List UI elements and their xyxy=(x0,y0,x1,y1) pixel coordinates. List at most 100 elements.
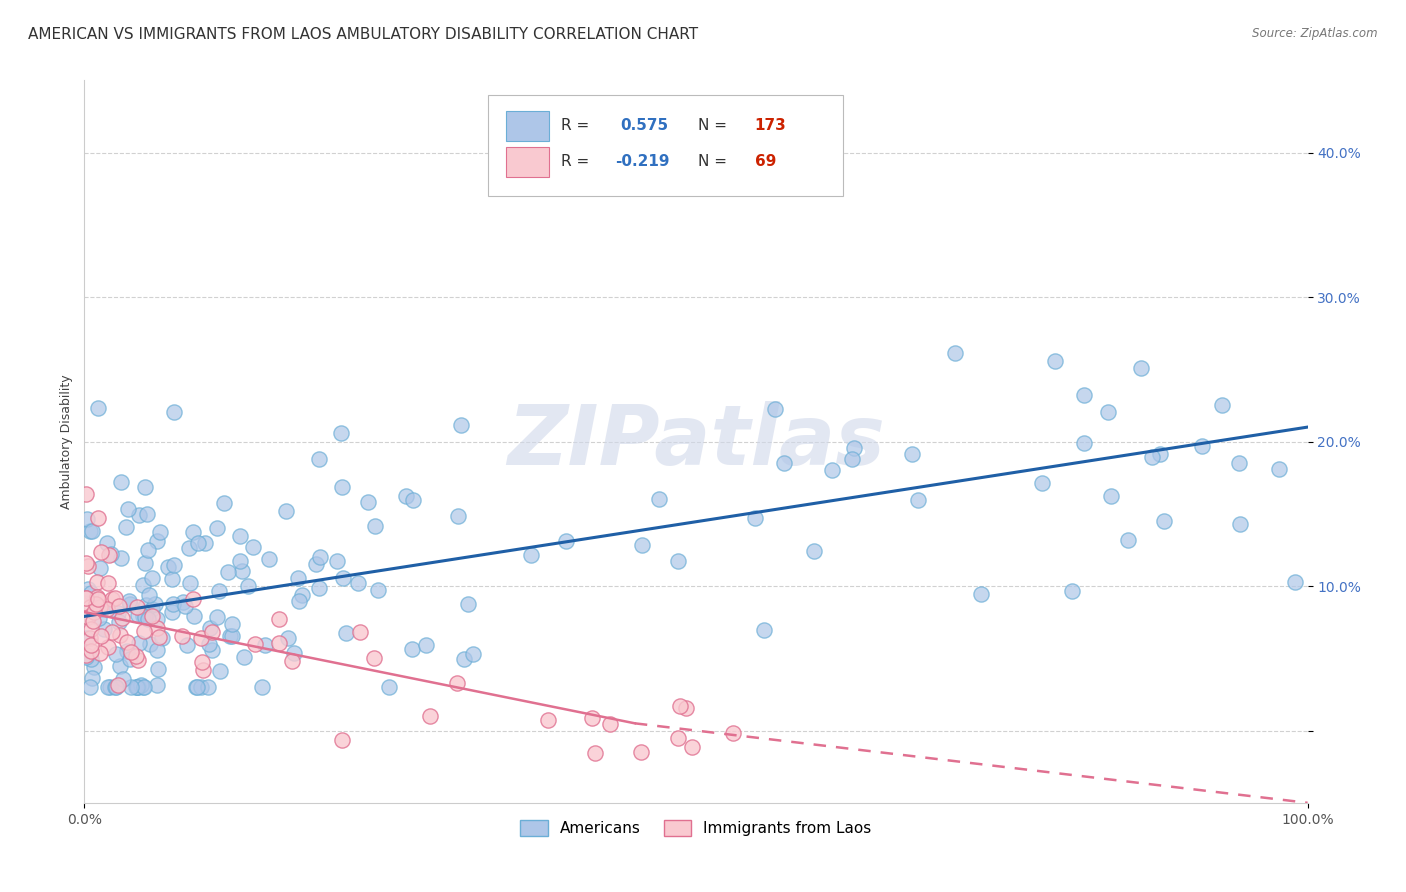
Point xyxy=(97,640,120,654)
Point xyxy=(132,578,155,592)
Text: Source: ZipAtlas.com: Source: ZipAtlas.com xyxy=(1253,27,1378,40)
Point xyxy=(1267,462,1289,476)
Point xyxy=(221,616,243,631)
Point xyxy=(1229,516,1251,531)
Point xyxy=(209,664,232,678)
Point xyxy=(107,678,129,692)
Point xyxy=(87,511,110,525)
Point xyxy=(108,599,131,613)
Point xyxy=(232,650,254,665)
Point xyxy=(208,584,231,599)
Point xyxy=(332,571,354,585)
Point xyxy=(820,463,842,477)
Text: 0.575: 0.575 xyxy=(620,119,668,133)
Point xyxy=(163,405,186,419)
Point xyxy=(221,629,243,643)
Point xyxy=(79,680,101,694)
Point xyxy=(599,717,621,731)
Point xyxy=(91,602,114,616)
Point xyxy=(115,635,138,649)
Point xyxy=(75,591,97,605)
Point xyxy=(450,418,472,433)
Point xyxy=(132,609,155,624)
Point xyxy=(194,535,217,549)
Point xyxy=(125,680,148,694)
Point xyxy=(378,680,401,694)
Point xyxy=(115,644,138,658)
Point xyxy=(190,680,212,694)
Point xyxy=(80,638,103,652)
Point xyxy=(131,680,153,694)
Point xyxy=(79,599,101,614)
Point xyxy=(135,507,157,521)
Point xyxy=(89,599,111,614)
Point xyxy=(212,495,235,509)
Point xyxy=(197,680,219,694)
Point xyxy=(77,582,100,596)
Point xyxy=(281,654,304,668)
FancyBboxPatch shape xyxy=(506,111,550,141)
Point xyxy=(145,534,167,549)
Point xyxy=(80,644,103,658)
Point xyxy=(89,646,111,660)
Point xyxy=(75,648,97,662)
Point xyxy=(367,582,389,597)
Point xyxy=(186,536,208,550)
Point xyxy=(1073,388,1095,402)
Point xyxy=(453,652,475,666)
Point xyxy=(176,638,198,652)
Point xyxy=(447,509,470,524)
FancyBboxPatch shape xyxy=(506,147,550,178)
Point xyxy=(183,609,205,624)
Point xyxy=(136,612,159,626)
Point xyxy=(77,559,100,574)
Point xyxy=(763,401,786,416)
Point xyxy=(287,571,309,585)
Point xyxy=(183,592,205,607)
Point xyxy=(1043,353,1066,368)
Point xyxy=(128,508,150,522)
Point xyxy=(349,624,371,639)
Point xyxy=(186,680,208,694)
Point xyxy=(79,524,101,538)
Point xyxy=(330,732,353,747)
Point xyxy=(98,680,121,694)
Point xyxy=(110,550,132,565)
Point xyxy=(267,636,290,650)
Point xyxy=(1116,533,1139,547)
Point xyxy=(110,658,132,673)
Point xyxy=(277,631,299,645)
Point xyxy=(146,611,169,625)
Point xyxy=(773,456,796,470)
Point xyxy=(120,680,142,694)
Point xyxy=(104,647,127,661)
Point xyxy=(326,554,349,568)
Point xyxy=(84,597,107,611)
Point xyxy=(170,629,193,643)
Point xyxy=(219,629,242,643)
Point xyxy=(162,597,184,611)
Point xyxy=(111,611,134,625)
Point xyxy=(97,549,120,563)
Point xyxy=(197,637,219,651)
Text: R =: R = xyxy=(561,154,595,169)
Point xyxy=(1284,575,1306,590)
Point xyxy=(179,576,201,591)
Point xyxy=(754,623,776,637)
Point xyxy=(1099,489,1122,503)
Point xyxy=(107,606,129,620)
Point xyxy=(841,451,863,466)
Point xyxy=(83,660,105,674)
Point xyxy=(242,541,264,555)
Point xyxy=(415,638,437,652)
Point xyxy=(554,534,576,549)
Point xyxy=(118,597,141,611)
Point xyxy=(90,629,112,643)
Point xyxy=(970,587,993,601)
Point xyxy=(1191,439,1213,453)
Point xyxy=(308,549,330,564)
Point xyxy=(104,591,127,605)
Point xyxy=(104,680,127,694)
Point xyxy=(87,610,110,624)
Point xyxy=(252,680,274,694)
